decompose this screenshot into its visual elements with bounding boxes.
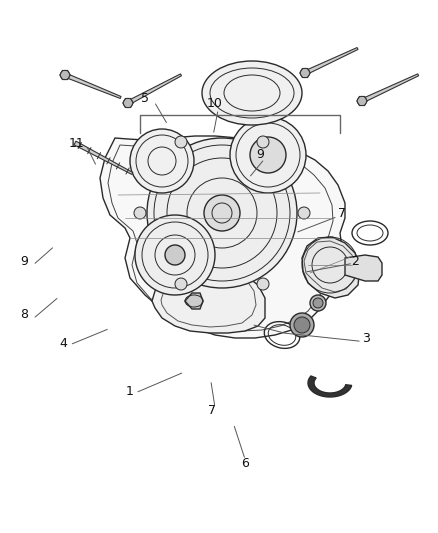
Polygon shape [152,265,265,333]
Circle shape [294,317,310,333]
Polygon shape [185,293,203,309]
Text: 4: 4 [60,337,67,350]
Text: 1: 1 [125,385,133,398]
Polygon shape [302,237,360,298]
Text: 7: 7 [338,207,346,220]
Text: 8: 8 [20,308,28,321]
Polygon shape [123,99,133,108]
Text: 11: 11 [69,138,85,150]
Polygon shape [357,96,367,106]
Circle shape [257,278,269,290]
Circle shape [230,117,306,193]
Circle shape [175,278,187,290]
Text: 10: 10 [207,98,223,110]
Polygon shape [300,68,310,77]
Text: 3: 3 [362,332,370,345]
Text: 7: 7 [208,404,216,417]
Circle shape [298,207,310,219]
Circle shape [134,207,146,219]
Circle shape [250,137,286,173]
Ellipse shape [202,61,302,125]
Text: 6: 6 [241,457,249,470]
Circle shape [313,298,323,308]
Polygon shape [304,47,358,75]
Text: 9: 9 [20,255,28,268]
Polygon shape [345,255,382,281]
Polygon shape [100,136,345,338]
Circle shape [257,136,269,148]
Circle shape [290,313,314,337]
Circle shape [147,138,297,288]
Polygon shape [60,70,70,79]
Text: 5: 5 [141,92,148,105]
Text: 9: 9 [257,148,265,161]
Circle shape [204,195,240,231]
Polygon shape [361,74,419,103]
Polygon shape [64,73,121,99]
Polygon shape [127,74,181,105]
Circle shape [135,215,215,295]
Circle shape [165,245,185,265]
Circle shape [175,136,187,148]
Circle shape [310,295,326,311]
Text: 2: 2 [351,255,359,268]
Polygon shape [308,376,352,397]
Circle shape [130,129,194,193]
Polygon shape [74,141,133,174]
